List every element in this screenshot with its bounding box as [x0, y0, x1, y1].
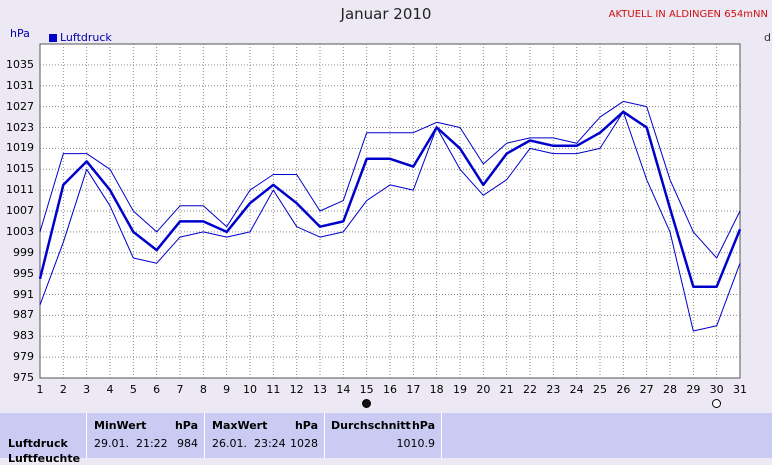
- x-tick-label: 20: [476, 383, 491, 396]
- x-tick-label: 4: [106, 383, 114, 396]
- x-tick-label: 23: [546, 383, 561, 396]
- y-axis-unit: hPa: [10, 27, 30, 40]
- y-tick-label: 1023: [6, 120, 34, 134]
- x-tick-label: 12: [289, 383, 304, 396]
- x-tick-label: 9: [223, 383, 231, 396]
- x-tick-label: 21: [499, 383, 514, 396]
- y-tick-label: 991: [13, 287, 34, 301]
- y-tick-label: 1027: [6, 99, 34, 113]
- y-tick-label: 999: [13, 245, 34, 259]
- x-tick-label: 1: [36, 383, 44, 396]
- x-tick-label: 16: [383, 383, 397, 396]
- stats-empty-cell: [442, 413, 772, 458]
- y-tick-label: 1019: [6, 141, 34, 155]
- x-tick-label: 5: [129, 383, 137, 396]
- x-tick-label: 6: [153, 383, 161, 396]
- stats-label-cell: Luftdruck Luftfeuchte: [0, 413, 87, 465]
- y-tick-label: 983: [13, 329, 34, 343]
- x-tick-label: 15: [359, 383, 374, 396]
- y-tick-label: 1007: [6, 204, 34, 217]
- x-tick-label: 27: [639, 383, 654, 396]
- y-tick-label: 975: [13, 371, 34, 384]
- plot-background: [39, 43, 741, 379]
- min-unit: hPa: [174, 419, 198, 432]
- stats-row-label-2: Luftfeuchte: [8, 452, 81, 465]
- x-tick-label: 18: [429, 383, 444, 396]
- stats-min-cell: MinWert hPa 29.01. 21:22 984: [87, 413, 205, 458]
- chart-area: [38, 43, 742, 379]
- max-value: 1028: [290, 437, 318, 450]
- y-tick-label: 1003: [6, 224, 34, 238]
- y-tick-label: 987: [13, 308, 34, 322]
- stats-row-label: Luftdruck: [8, 437, 68, 450]
- stats-max-cell: MaxWert hPa 26.01. 23:24 1028: [205, 413, 325, 458]
- avg-label: Durchschnitt: [331, 419, 411, 432]
- chart-title: Januar 2010: [340, 5, 432, 23]
- max-time: 26.01. 23:24: [212, 437, 286, 450]
- x-tick-label: 2: [59, 383, 67, 396]
- station-note: AKTUELL IN ALDINGEN 654mNN: [608, 9, 768, 20]
- statistics-bar: Luftdruck Luftfeuchte MinWert hPa 29.01.…: [0, 413, 772, 465]
- x-tick-label: 31: [733, 383, 747, 396]
- min-time: 29.01. 21:22: [94, 437, 168, 450]
- x-tick-label: 25: [593, 383, 607, 396]
- y-tick-label: 995: [13, 266, 34, 280]
- avg-value: 1010.9: [396, 437, 436, 450]
- x-tick-label: 19: [453, 383, 467, 396]
- max-unit: hPa: [294, 419, 318, 432]
- x-tick-label: 13: [313, 383, 327, 396]
- x-tick-label: 24: [569, 383, 584, 396]
- full-moon-icon: [712, 399, 722, 408]
- x-tick-label: 14: [336, 383, 351, 396]
- y-tick-label: 979: [13, 350, 34, 364]
- y-tick-label: 1011: [6, 183, 34, 197]
- stats-avg-cell: Durchschnitt hPa 1010.9: [325, 413, 442, 458]
- x-tick-label: 3: [83, 383, 91, 396]
- y-tick-label: 1035: [6, 57, 34, 71]
- x-tick-label: 17: [406, 383, 421, 396]
- new-moon-icon: [362, 399, 372, 408]
- series-lines: [38, 100, 742, 332]
- x-tick-label: 10: [243, 383, 257, 396]
- legend-swatch: [49, 33, 57, 42]
- max-label: MaxWert: [212, 419, 268, 432]
- series-line-max: [39, 100, 741, 259]
- x-tick-label: 7: [176, 383, 184, 396]
- y-tick-label: 1015: [6, 162, 34, 176]
- legend-label: Luftdruck: [60, 31, 112, 44]
- x-tick-label: 8: [199, 383, 207, 396]
- x-tick-label: 30: [709, 383, 724, 396]
- legend: Luftdruck: [49, 31, 112, 44]
- x-tick-label: 26: [616, 383, 631, 396]
- y-tick-label: 1031: [6, 78, 34, 92]
- x-tick-label: 28: [663, 383, 677, 396]
- x-tick-label: 11: [266, 383, 281, 396]
- series-line-min: [39, 111, 741, 332]
- avg-unit: hPa: [411, 419, 435, 432]
- min-value: 984: [177, 437, 198, 450]
- x-tick-label: 22: [523, 383, 537, 396]
- right-axis-unit: d: [764, 31, 771, 44]
- x-tick-label: 29: [686, 383, 701, 396]
- min-label: MinWert: [94, 419, 147, 432]
